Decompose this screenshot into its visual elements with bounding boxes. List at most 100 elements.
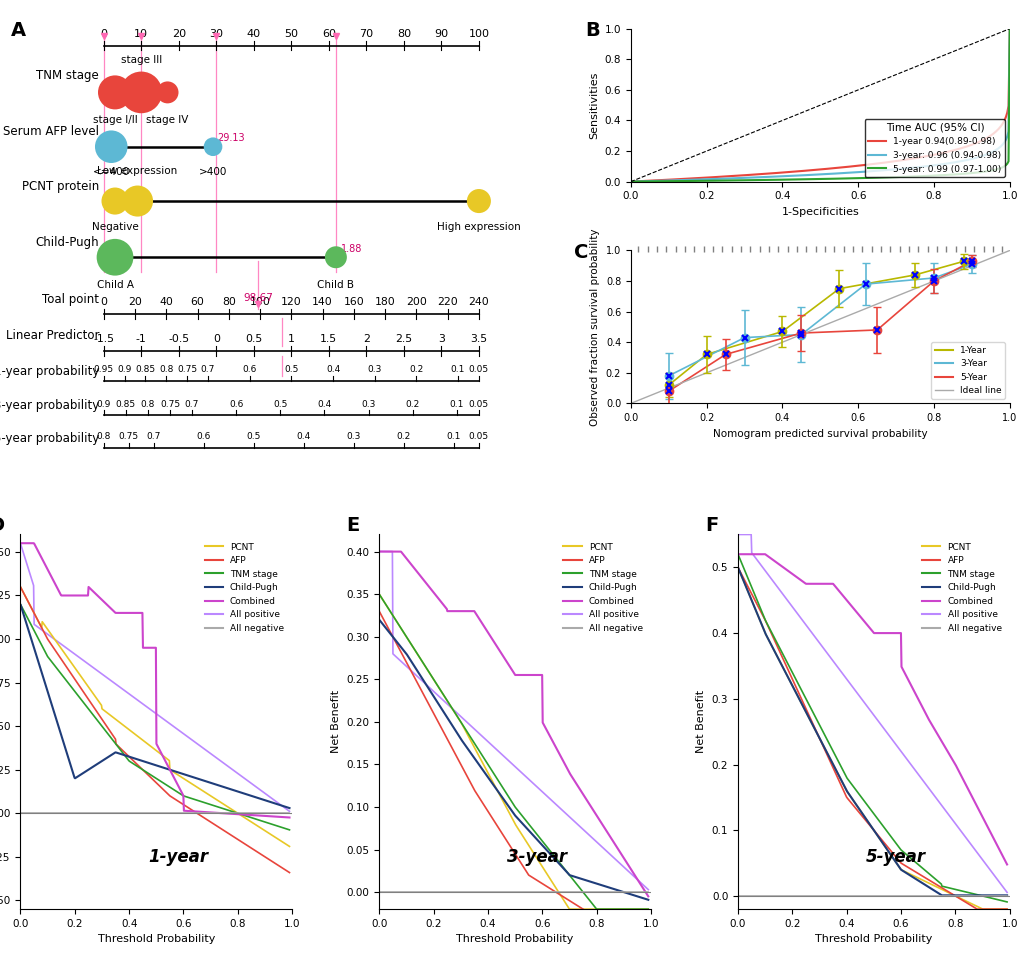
Text: 0.2: 0.2	[406, 400, 420, 409]
Point	[107, 85, 123, 100]
Text: F: F	[705, 516, 718, 535]
Text: 2.5: 2.5	[395, 334, 412, 345]
Text: <=400: <=400	[93, 167, 129, 177]
Legend: PCNT, AFP, TNM stage, Child-Pugh, Combined, All positive, All negative: PCNT, AFP, TNM stage, Child-Pugh, Combin…	[918, 539, 1005, 636]
Y-axis label: Observed fraction survival probability: Observed fraction survival probability	[590, 228, 599, 426]
Text: 0.3: 0.3	[346, 432, 361, 441]
Text: D: D	[0, 516, 4, 535]
Text: 80: 80	[222, 298, 235, 307]
Text: 180: 180	[374, 298, 395, 307]
Point	[205, 139, 221, 154]
Text: 0.05: 0.05	[469, 400, 488, 409]
Text: 220: 220	[437, 298, 458, 307]
Text: Child A: Child A	[97, 279, 133, 290]
Text: 0: 0	[100, 29, 107, 39]
Y-axis label: Net Benefit: Net Benefit	[696, 690, 705, 753]
Text: 0.6: 0.6	[228, 400, 244, 409]
Legend: PCNT, AFP, TNM stage, Child-Pugh, Combined, All positive, All negative: PCNT, AFP, TNM stage, Child-Pugh, Combin…	[559, 539, 646, 636]
Text: 0.5: 0.5	[284, 366, 299, 374]
Text: 0.75: 0.75	[160, 400, 179, 409]
Text: stage III: stage III	[120, 56, 162, 65]
Text: 1.5: 1.5	[320, 334, 337, 345]
Text: 2: 2	[363, 334, 370, 345]
Text: Serum AFP level: Serum AFP level	[3, 125, 99, 138]
Text: 40: 40	[159, 298, 173, 307]
Text: 0: 0	[213, 334, 219, 345]
Text: 29.13: 29.13	[217, 133, 245, 143]
X-axis label: Nomogram predicted survival probability: Nomogram predicted survival probability	[712, 429, 926, 438]
Text: 0.05: 0.05	[469, 366, 488, 374]
Text: 0.4: 0.4	[325, 366, 339, 374]
Text: 30: 30	[209, 29, 223, 39]
Y-axis label: Sensitivities: Sensitivities	[589, 72, 598, 139]
Text: 0.4: 0.4	[317, 400, 331, 409]
Text: 0.2: 0.2	[396, 432, 411, 441]
Text: 60: 60	[322, 29, 335, 39]
Text: 100: 100	[468, 29, 489, 39]
Text: 1.88: 1.88	[340, 243, 362, 254]
Text: 100: 100	[250, 298, 270, 307]
Point	[103, 139, 119, 154]
Text: 0.8: 0.8	[159, 366, 173, 374]
Text: 3.5: 3.5	[470, 334, 487, 345]
X-axis label: Threshold Probability: Threshold Probability	[455, 934, 574, 945]
Text: 0.85: 0.85	[115, 400, 136, 409]
Text: 0.9: 0.9	[97, 400, 111, 409]
Text: 0.4: 0.4	[297, 432, 311, 441]
Text: 40: 40	[247, 29, 261, 39]
Text: 0.85: 0.85	[136, 366, 155, 374]
Text: 20: 20	[171, 29, 185, 39]
Text: 0.5: 0.5	[247, 432, 261, 441]
Text: 140: 140	[312, 298, 332, 307]
Text: 98.67: 98.67	[243, 293, 273, 303]
Text: Low expression: Low expression	[97, 166, 177, 175]
Text: Child-Pugh: Child-Pugh	[36, 235, 99, 249]
X-axis label: Threshold Probability: Threshold Probability	[98, 934, 215, 945]
Point	[133, 85, 150, 100]
Point	[327, 250, 343, 265]
Text: 0.5: 0.5	[273, 400, 287, 409]
Text: -1.5: -1.5	[93, 334, 114, 345]
Text: 0.3: 0.3	[367, 366, 381, 374]
Text: E: E	[346, 516, 360, 535]
Text: 0.95: 0.95	[94, 366, 114, 374]
Text: 90: 90	[434, 29, 448, 39]
Text: -0.5: -0.5	[168, 334, 190, 345]
Text: stage I/II: stage I/II	[93, 115, 138, 124]
Text: stage IV: stage IV	[146, 115, 189, 124]
Text: 50: 50	[284, 29, 298, 39]
Text: 160: 160	[343, 298, 364, 307]
Text: B: B	[585, 21, 599, 40]
Text: 0.8: 0.8	[141, 400, 155, 409]
Text: 20: 20	[128, 298, 142, 307]
Legend: 1-Year, 3-Year, 5-Year, Ideal line: 1-Year, 3-Year, 5-Year, Ideal line	[930, 342, 1005, 399]
Text: 0.1: 0.1	[450, 366, 465, 374]
Text: 1: 1	[287, 334, 294, 345]
Text: >400: >400	[199, 167, 227, 177]
Text: 0.8: 0.8	[97, 432, 111, 441]
Point	[159, 85, 175, 100]
X-axis label: 1-Specificities: 1-Specificities	[781, 207, 858, 217]
Text: 0.6: 0.6	[197, 432, 211, 441]
Text: 3: 3	[437, 334, 444, 345]
Text: 0.2: 0.2	[409, 366, 423, 374]
Text: PCNT protein: PCNT protein	[21, 180, 99, 192]
Text: 0.7: 0.7	[184, 400, 199, 409]
Text: 10: 10	[135, 29, 148, 39]
Text: 5-year: 5-year	[865, 848, 925, 866]
Text: 0: 0	[100, 298, 107, 307]
Legend: PCNT, AFP, TNM stage, Child-Pugh, Combined, All positive, All negative: PCNT, AFP, TNM stage, Child-Pugh, Combin…	[201, 539, 287, 636]
Text: 60: 60	[191, 298, 204, 307]
Text: Linear Predictor: Linear Predictor	[6, 329, 99, 343]
Text: TNM stage: TNM stage	[37, 69, 99, 82]
Text: 0.7: 0.7	[201, 366, 215, 374]
Text: 0.05: 0.05	[469, 432, 488, 441]
Text: 0.6: 0.6	[243, 366, 257, 374]
Text: 0.7: 0.7	[147, 432, 161, 441]
Text: A: A	[11, 21, 26, 40]
Text: -1: -1	[136, 334, 147, 345]
Text: 120: 120	[280, 298, 302, 307]
Y-axis label: Net Benefit: Net Benefit	[330, 690, 340, 753]
Text: 1-year probability: 1-year probability	[0, 365, 99, 378]
Text: 5-year probability: 5-year probability	[0, 432, 99, 445]
